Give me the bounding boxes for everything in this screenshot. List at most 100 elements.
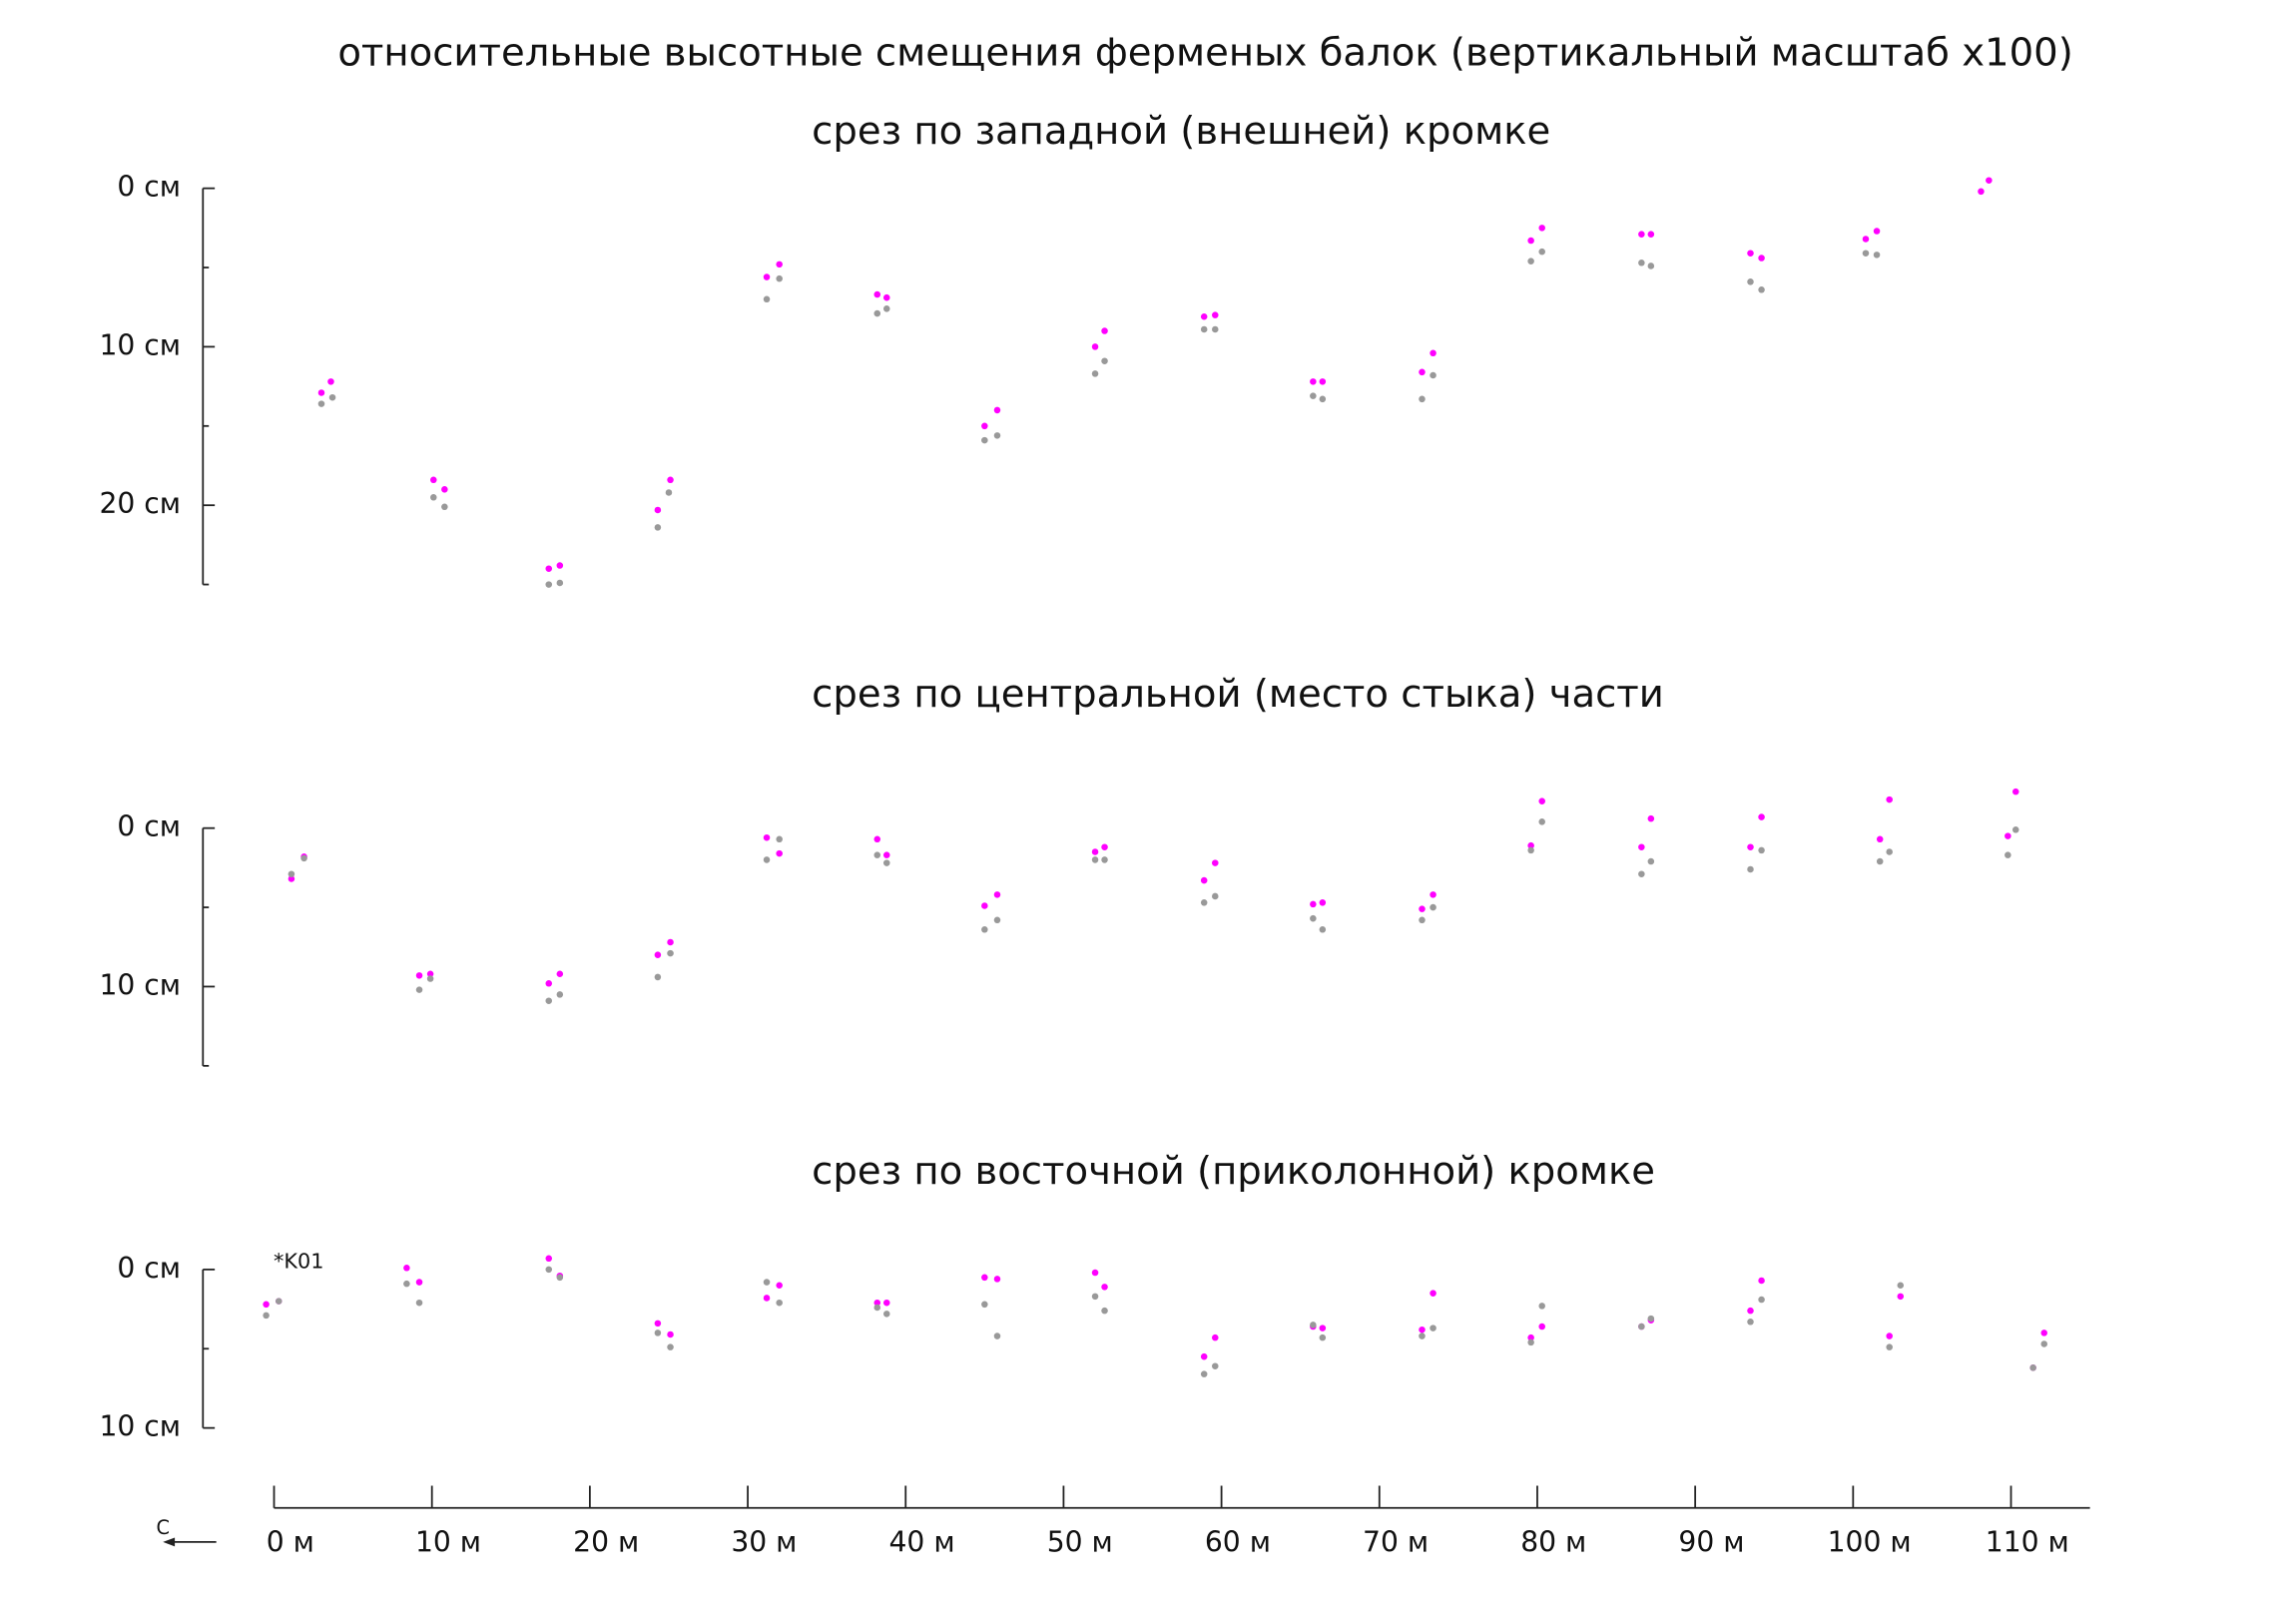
point: [873, 1304, 881, 1312]
point: [1101, 843, 1108, 850]
point: [1897, 1293, 1905, 1301]
x-tick-label: 90 м: [1678, 1525, 1744, 1558]
point: [873, 1299, 881, 1307]
point: [556, 970, 564, 978]
point: [665, 489, 673, 496]
point: [415, 972, 423, 979]
point: [1419, 905, 1426, 912]
direction-arrowhead: [163, 1537, 176, 1547]
chart-title: относительные высотные смещения ферменых…: [337, 31, 2072, 76]
point: [1310, 1322, 1317, 1329]
point: [1419, 368, 1426, 376]
point: [1886, 796, 1893, 803]
x-tick-label: 70 м: [1363, 1525, 1429, 1558]
point: [1101, 1307, 1108, 1315]
point: [654, 524, 662, 531]
point: [1319, 926, 1327, 933]
point: [1212, 859, 1219, 866]
point: [2040, 1330, 2047, 1336]
point: [1101, 327, 1108, 334]
point: [545, 581, 553, 588]
point: [1647, 814, 1655, 822]
point: [415, 1299, 423, 1307]
point: [1638, 260, 1645, 266]
y-tick-label: 0 см: [117, 1252, 181, 1285]
point: [1527, 258, 1534, 265]
point: [1101, 357, 1108, 364]
point: [1310, 378, 1317, 385]
direction-label: С: [156, 1516, 169, 1539]
point: [1091, 343, 1099, 350]
point: [1319, 1325, 1327, 1331]
point: [1886, 1343, 1893, 1350]
point: [981, 422, 988, 430]
point: [403, 1280, 410, 1288]
point: [1101, 856, 1108, 863]
point: [1200, 899, 1208, 906]
point: [1538, 798, 1545, 804]
point: [1886, 1332, 1893, 1339]
y-tick-label: 0 см: [117, 810, 181, 843]
panel-title: срез по западной (внешней) кромке: [812, 109, 1550, 154]
point: [1212, 1362, 1219, 1369]
point: [2040, 1340, 2047, 1347]
point: [1538, 1323, 1545, 1331]
point: [317, 389, 325, 396]
point: [993, 432, 1001, 439]
point: [882, 1311, 890, 1318]
x-tick-label: 110 м: [1986, 1525, 2069, 1558]
point: [1101, 1284, 1108, 1291]
point: [1310, 914, 1317, 922]
point: [1419, 1326, 1426, 1333]
point: [1527, 841, 1534, 849]
point: [2011, 788, 2019, 796]
point: [1200, 876, 1208, 884]
point: [1430, 1325, 1436, 1331]
point: [667, 938, 674, 946]
y-tick-label: 0 см: [117, 171, 181, 204]
point: [1758, 813, 1765, 820]
point: [1430, 891, 1436, 898]
point: [763, 856, 771, 863]
point: [1430, 349, 1436, 357]
point: [328, 393, 336, 401]
point: [667, 476, 674, 484]
point: [1419, 1332, 1426, 1339]
point: [763, 833, 771, 841]
point: [1758, 846, 1765, 854]
point: [415, 1279, 423, 1286]
point: [1527, 237, 1534, 245]
point: [1419, 395, 1426, 403]
point: [776, 261, 783, 268]
point: [763, 273, 771, 280]
point: [1647, 857, 1655, 865]
x-tick-label: 60 м: [1205, 1525, 1271, 1558]
point: [1862, 236, 1870, 243]
point: [1527, 1338, 1534, 1346]
point: [545, 1255, 553, 1263]
point: [667, 949, 674, 957]
point: [1538, 225, 1545, 232]
point: [1758, 255, 1765, 262]
point: [317, 400, 325, 407]
point: [667, 1343, 674, 1350]
x-tick-label: 0 м: [267, 1525, 314, 1558]
point: [1638, 231, 1645, 238]
point: [993, 1332, 1001, 1339]
point: [1647, 1315, 1655, 1323]
point: [1747, 278, 1754, 285]
y-tick-label: 10 см: [99, 1410, 181, 1443]
point: [654, 973, 662, 981]
point: [981, 1301, 988, 1309]
point: [1527, 846, 1534, 854]
point: [1638, 870, 1645, 877]
point: [654, 506, 662, 514]
point: [430, 493, 437, 501]
y-tick-label: 20 см: [99, 487, 181, 520]
point: [1091, 1269, 1099, 1277]
point: [556, 562, 564, 569]
point: [873, 309, 881, 317]
point: [1212, 325, 1219, 333]
point: [1747, 250, 1754, 258]
